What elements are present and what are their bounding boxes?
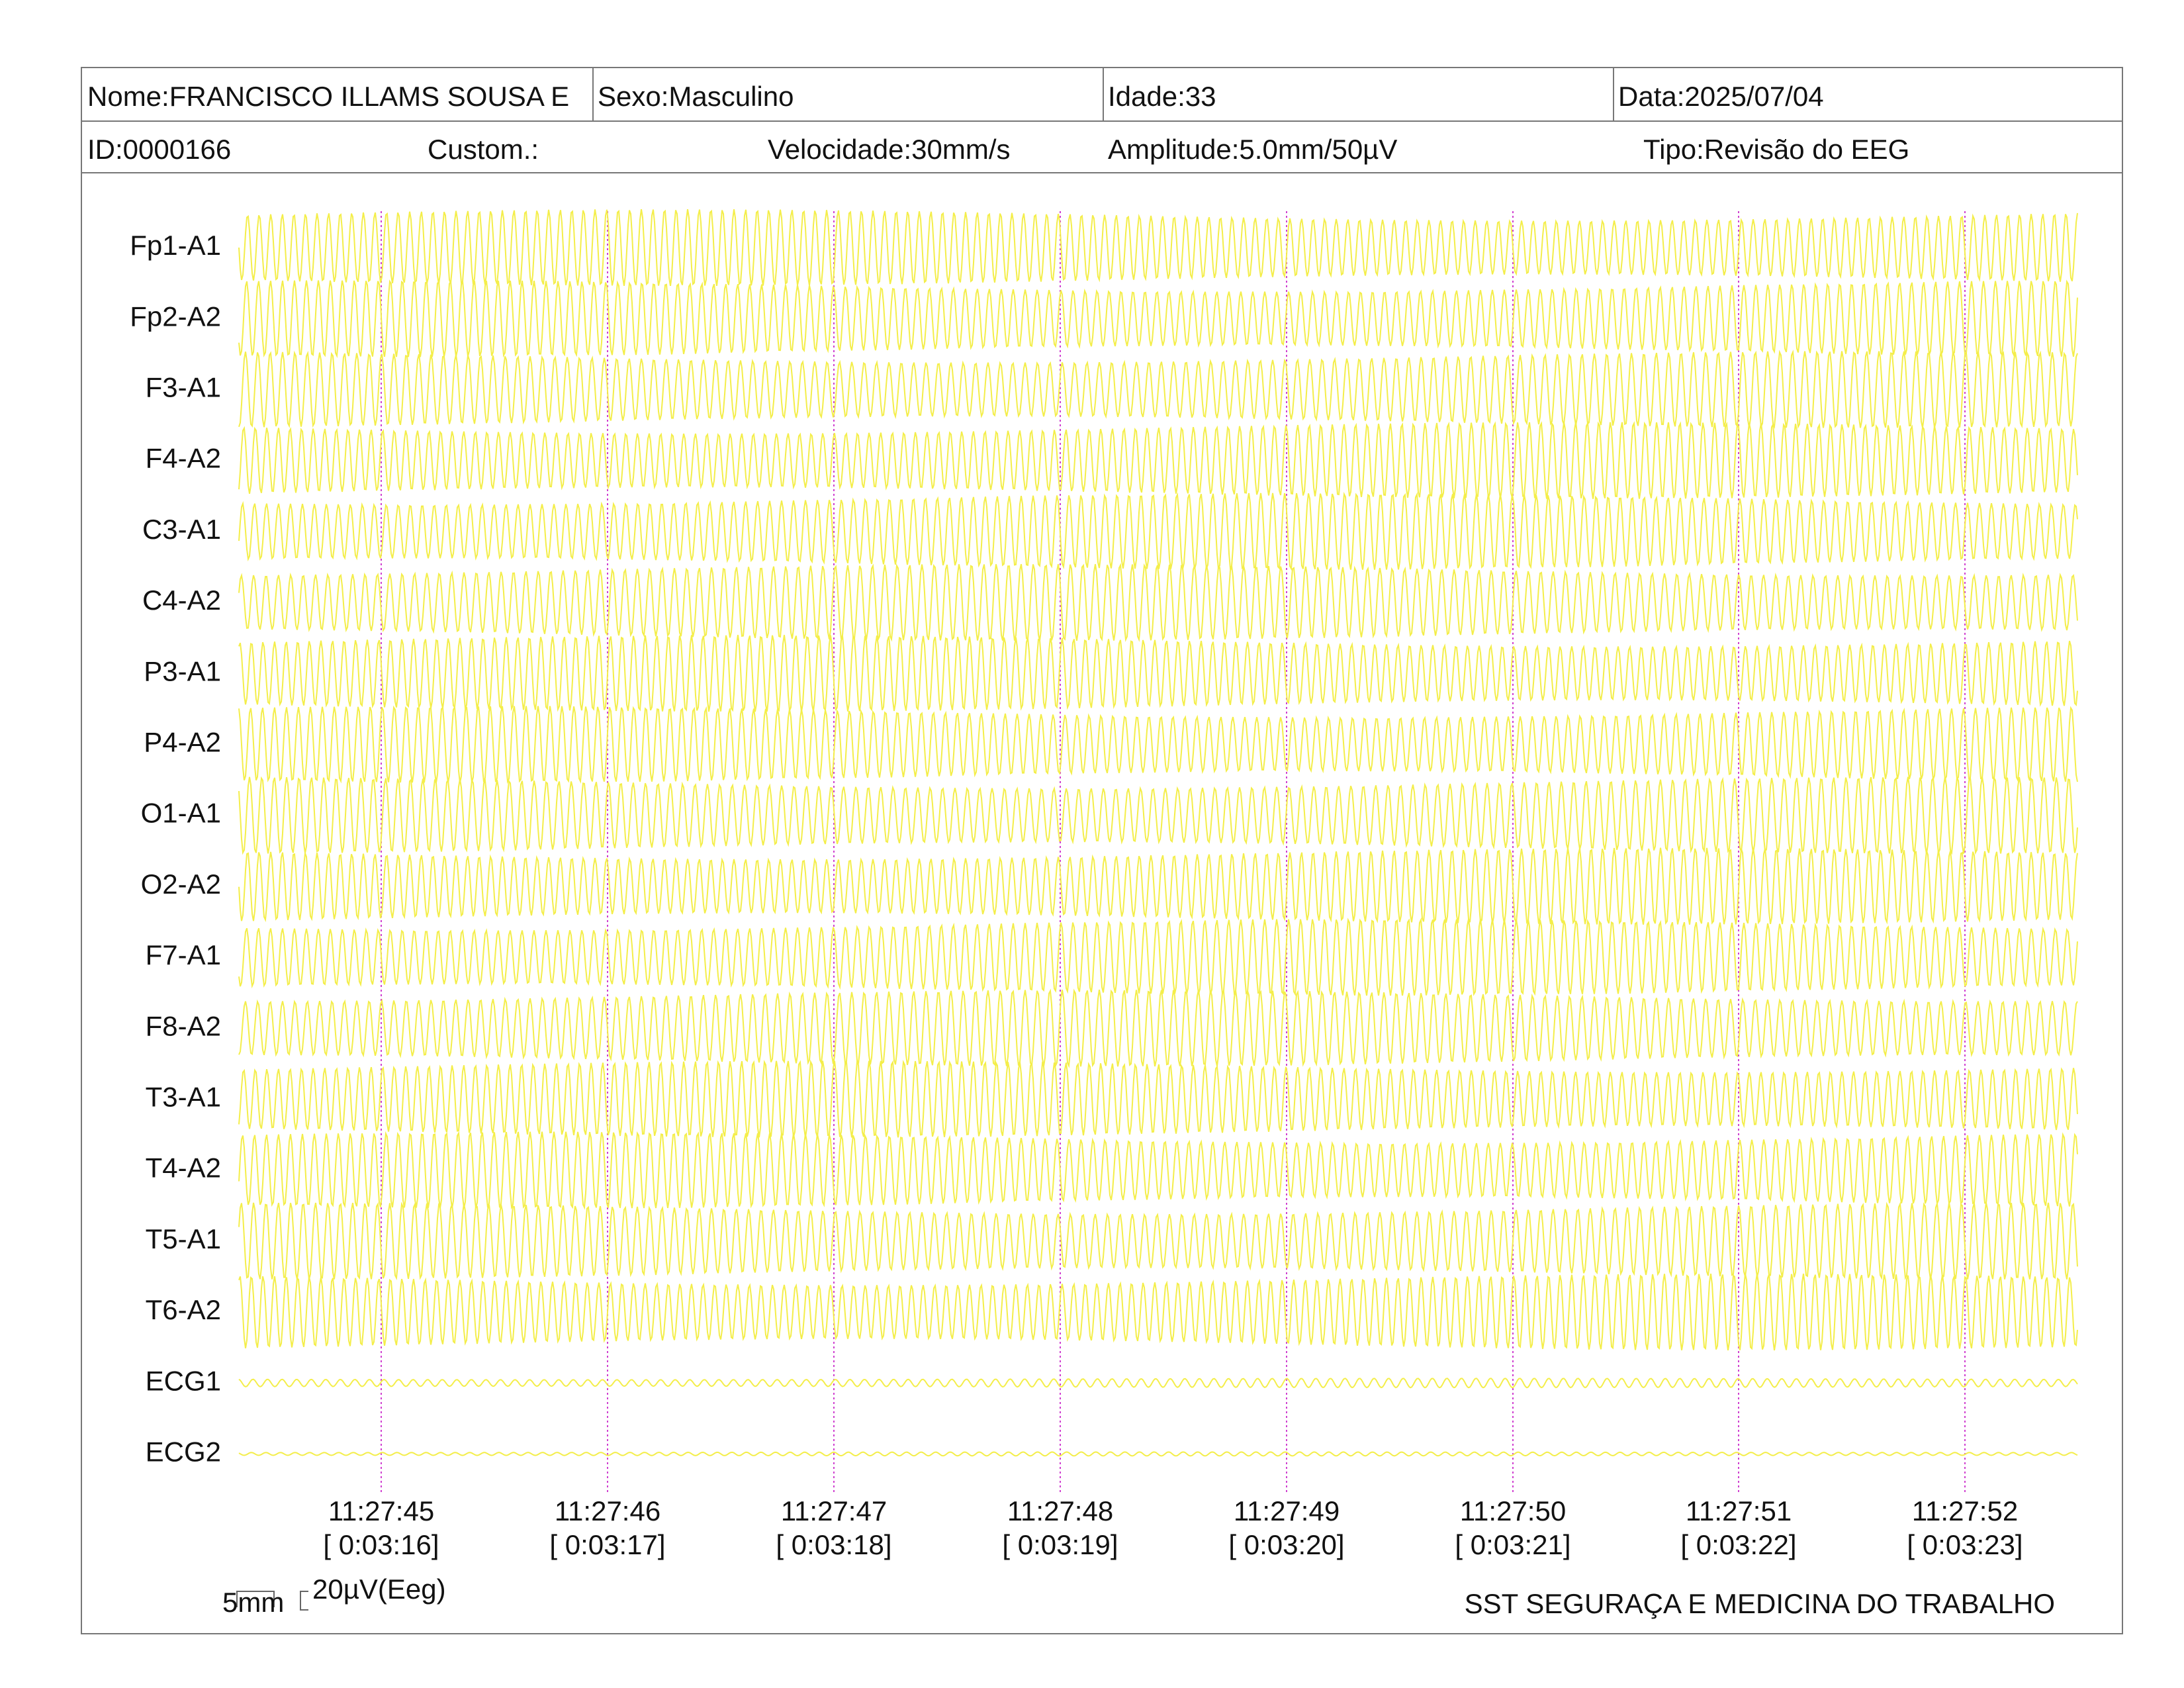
channel-label: P3-A1 — [144, 655, 221, 686]
scale-bar — [236, 1591, 275, 1607]
eeg-trace — [238, 1201, 2078, 1280]
channel-label: F8-A2 — [146, 1010, 221, 1041]
eeg-trace — [238, 847, 2078, 925]
labels: 11:27:45[ 0:03:16] 11:27:46[ 0:03:17] 11:2… — [130, 230, 2023, 1560]
frame — [81, 67, 2123, 1634]
patient-sex: Sexo:Masculino — [598, 81, 794, 112]
channel-label: T3-A1 — [146, 1081, 221, 1112]
eeg-trace — [238, 775, 2078, 855]
ecg-trace — [238, 1451, 2078, 1457]
patient-name: Nome:FRANCISCO ILLAMS SOUSA E — [87, 81, 569, 112]
channel-label: C3-A1 — [142, 514, 221, 545]
eeg-trace — [238, 350, 2078, 429]
traces — [238, 209, 2078, 1493]
channel-label: Fp1-A1 — [130, 230, 221, 261]
time-clock: 11:27:50 — [1460, 1495, 1566, 1526]
time-clock: 11:27:49 — [1234, 1495, 1340, 1526]
time-elapsed: [ 0:03:20] — [1228, 1529, 1344, 1560]
time-clock: 11:27:48 — [1007, 1495, 1113, 1526]
time-clock: 11:27:46 — [555, 1495, 660, 1526]
eeg-trace — [238, 1131, 2078, 1210]
channel-label: F3-A1 — [146, 371, 221, 402]
eeg-trace — [238, 988, 2078, 1068]
channel-label: F7-A1 — [146, 939, 221, 970]
ecg-trace — [238, 1378, 2078, 1389]
channel-label: O2-A2 — [141, 868, 221, 900]
exam-type: Tipo:Revisão do EEG — [1643, 134, 1909, 165]
time-clock: 11:27:45 — [328, 1495, 434, 1526]
channel-label: O1-A1 — [141, 798, 221, 829]
time-elapsed: [ 0:03:18] — [776, 1529, 891, 1560]
eeg-trace — [238, 209, 2078, 287]
channel-label: C4-A2 — [142, 585, 221, 616]
channel-label: ECG1 — [146, 1365, 221, 1396]
company: SST SEGURAÇA E MEDICINA DO TRABALHO — [1465, 1588, 2055, 1619]
eeg-trace — [238, 563, 2078, 642]
patient-age: Idade:33 — [1108, 81, 1216, 112]
channel-label: F4-A2 — [146, 443, 221, 474]
time-elapsed: [ 0:03:16] — [323, 1529, 439, 1560]
eeg-trace — [238, 279, 2078, 359]
time-elapsed: [ 0:03:17] — [549, 1529, 665, 1560]
eeg-trace — [238, 1059, 2078, 1138]
time-elapsed: [ 0:03:22] — [1680, 1529, 1796, 1560]
channel-label: ECG2 — [146, 1436, 221, 1467]
amplitude: Amplitude:5.0mm/50µV — [1108, 134, 1397, 165]
eeg-trace — [238, 635, 2078, 712]
exam-date: Data:2025/07/04 — [1618, 81, 1824, 112]
channel-label: T6-A2 — [146, 1294, 221, 1325]
time-elapsed: [ 0:03:21] — [1455, 1529, 1570, 1560]
eeg-trace — [238, 492, 2078, 571]
patient-id: ID:0000166 — [87, 134, 231, 165]
scale-amp: 20µV(Eeg) — [312, 1573, 446, 1605]
eeg-trace — [238, 1273, 2078, 1351]
time-clock: 11:27:47 — [781, 1495, 887, 1526]
time-clock: 11:27:51 — [1686, 1495, 1792, 1526]
eeg-trace — [238, 704, 2078, 784]
channel-label: T4-A2 — [146, 1152, 221, 1184]
time-elapsed: [ 0:03:19] — [1002, 1529, 1118, 1560]
time-clock: 11:27:52 — [1912, 1495, 2018, 1526]
channel-label: T5-A1 — [146, 1223, 221, 1254]
time-elapsed: [ 0:03:23] — [1907, 1529, 2023, 1560]
eeg-trace — [238, 420, 2078, 499]
custom: Custom.: — [428, 134, 539, 165]
channel-label: Fp2-A2 — [130, 301, 221, 332]
amp-bar — [300, 1591, 308, 1611]
speed: Velocidade:30mm/s — [768, 134, 1011, 165]
eeg-trace — [238, 917, 2078, 996]
scale-time: 5mm — [222, 1587, 284, 1618]
channel-label: P4-A2 — [144, 726, 221, 757]
